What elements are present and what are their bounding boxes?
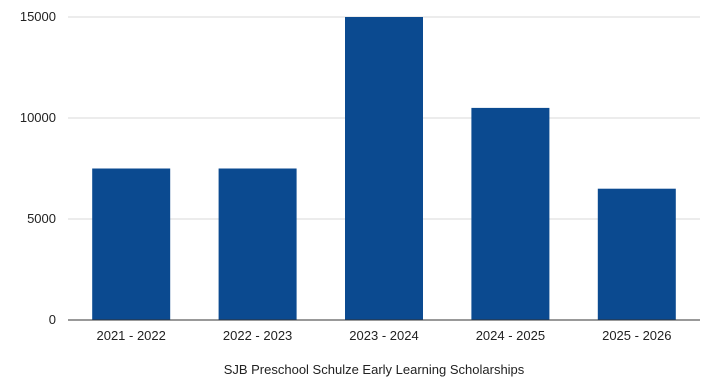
bars	[92, 17, 676, 321]
bar	[218, 168, 297, 320]
x-tick-label: 2025 - 2026	[602, 328, 671, 343]
y-axis-ticks: 0 5000 10000 15000	[20, 9, 56, 327]
x-tick-label: 2021 - 2022	[96, 328, 165, 343]
x-tick-label: 2024 - 2025	[476, 328, 545, 343]
y-tick-label: 15000	[20, 9, 56, 24]
y-tick-label: 0	[49, 312, 56, 327]
y-tick-label: 5000	[27, 211, 56, 226]
bar	[471, 107, 550, 321]
x-axis-ticks: 2021 - 2022 2022 - 2023 2023 - 2024 2024 - …	[96, 328, 671, 343]
x-axis-title: SJB Preschool Schulze Early Learning Sch…	[224, 362, 525, 377]
bar	[345, 17, 423, 320]
x-tick-label: 2022 - 2023	[223, 328, 292, 343]
bar	[597, 188, 676, 320]
x-tick-label: 2023 - 2024	[349, 328, 418, 343]
bar	[92, 168, 171, 320]
y-tick-label: 10000	[20, 110, 56, 125]
